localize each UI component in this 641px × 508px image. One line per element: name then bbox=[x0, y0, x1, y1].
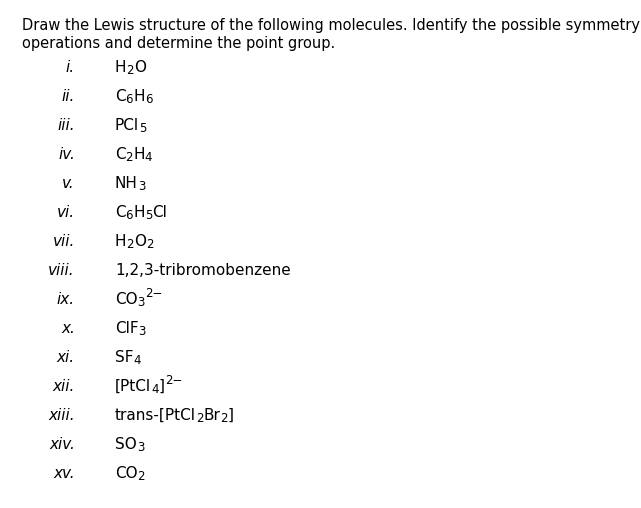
Text: 4: 4 bbox=[151, 383, 158, 396]
Text: O: O bbox=[134, 60, 146, 75]
Text: C: C bbox=[115, 89, 126, 104]
Text: H: H bbox=[133, 89, 145, 104]
Text: xiii.: xiii. bbox=[48, 408, 75, 423]
Text: 2: 2 bbox=[221, 412, 228, 425]
Text: 6: 6 bbox=[126, 209, 133, 222]
Text: ii.: ii. bbox=[62, 89, 75, 104]
Text: 2: 2 bbox=[126, 64, 134, 77]
Text: operations and determine the point group.: operations and determine the point group… bbox=[22, 36, 335, 51]
Text: ]: ] bbox=[228, 408, 234, 423]
Text: CO: CO bbox=[115, 292, 138, 307]
Text: 3: 3 bbox=[138, 325, 146, 338]
Text: x.: x. bbox=[61, 321, 75, 336]
Text: Cl: Cl bbox=[152, 205, 167, 220]
Text: i.: i. bbox=[66, 60, 75, 75]
Text: H: H bbox=[133, 205, 145, 220]
Text: viii.: viii. bbox=[48, 263, 75, 278]
Text: 6: 6 bbox=[126, 93, 133, 106]
Text: 2−: 2− bbox=[165, 374, 182, 387]
Text: ]: ] bbox=[158, 379, 165, 394]
Text: SO: SO bbox=[115, 437, 137, 452]
Text: 5: 5 bbox=[145, 209, 152, 222]
Text: 5: 5 bbox=[139, 122, 147, 135]
Text: 4: 4 bbox=[133, 354, 141, 367]
Text: 3: 3 bbox=[138, 180, 146, 193]
Text: CO: CO bbox=[115, 466, 138, 481]
Text: xii.: xii. bbox=[53, 379, 75, 394]
Text: xiv.: xiv. bbox=[49, 437, 75, 452]
Text: 3: 3 bbox=[137, 441, 144, 454]
Text: trans-[PtCl: trans-[PtCl bbox=[115, 408, 196, 423]
Text: H: H bbox=[133, 147, 145, 162]
Text: 4: 4 bbox=[145, 151, 152, 164]
Text: 3: 3 bbox=[138, 296, 145, 309]
Text: 2: 2 bbox=[196, 412, 203, 425]
Text: vii.: vii. bbox=[53, 234, 75, 249]
Text: iv.: iv. bbox=[58, 147, 75, 162]
Text: C: C bbox=[115, 205, 126, 220]
Text: 2−: 2− bbox=[145, 287, 162, 300]
Text: SF: SF bbox=[115, 350, 133, 365]
Text: vi.: vi. bbox=[57, 205, 75, 220]
Text: [PtCl: [PtCl bbox=[115, 379, 151, 394]
Text: v.: v. bbox=[62, 176, 75, 191]
Text: 2: 2 bbox=[126, 238, 134, 251]
Text: NH: NH bbox=[115, 176, 138, 191]
Text: 6: 6 bbox=[145, 93, 152, 106]
Text: O: O bbox=[134, 234, 146, 249]
Text: xv.: xv. bbox=[53, 466, 75, 481]
Text: ClF: ClF bbox=[115, 321, 138, 336]
Text: 1,2,3-tribromobenzene: 1,2,3-tribromobenzene bbox=[115, 263, 291, 278]
Text: iii.: iii. bbox=[58, 118, 75, 133]
Text: H: H bbox=[115, 60, 126, 75]
Text: Draw the Lewis structure of the following molecules. Identify the possible symme: Draw the Lewis structure of the followin… bbox=[22, 18, 640, 33]
Text: xi.: xi. bbox=[57, 350, 75, 365]
Text: 2: 2 bbox=[146, 238, 153, 251]
Text: 2: 2 bbox=[126, 151, 133, 164]
Text: C: C bbox=[115, 147, 126, 162]
Text: ix.: ix. bbox=[57, 292, 75, 307]
Text: H: H bbox=[115, 234, 126, 249]
Text: Br: Br bbox=[203, 408, 221, 423]
Text: PCl: PCl bbox=[115, 118, 139, 133]
Text: 2: 2 bbox=[138, 470, 145, 483]
